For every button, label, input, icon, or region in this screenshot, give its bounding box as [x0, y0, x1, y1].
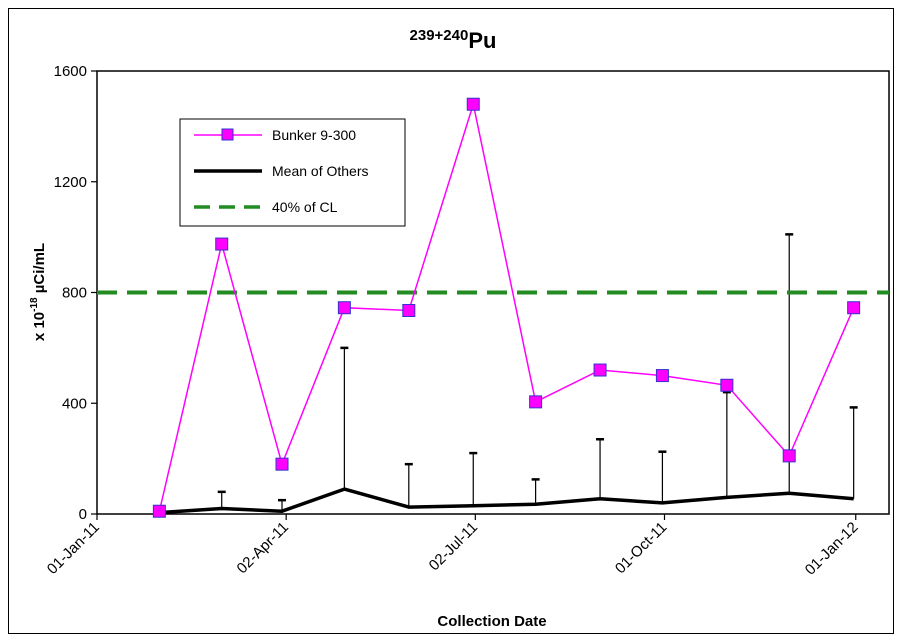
series-line-bunker-9-300 — [158, 101, 855, 512]
y-axis: 0 400 800 1200 1600 — [54, 63, 97, 523]
data-point-bunker-9-300 — [593, 363, 607, 377]
data-point-bunker-9-300 — [782, 449, 796, 463]
data-point-bunker-9-300 — [215, 237, 229, 251]
legend-marker-bunker — [221, 128, 234, 141]
y-axis-title: x 10-18 µCi/mL — [29, 243, 48, 341]
chart-title-main: Pu — [468, 28, 496, 53]
y-axis-title-exponent: -18 — [29, 297, 40, 312]
legend: Bunker 9-300 Mean of Others 40% of CL — [179, 118, 406, 227]
y-tick-label: 0 — [79, 506, 87, 523]
data-point-bunker-9-300 — [529, 395, 543, 409]
x-tick-label: 02-Jul-11 — [426, 519, 481, 574]
data-point-bunker-9-300 — [720, 378, 734, 392]
y-tick-label: 800 — [62, 285, 87, 302]
chart-title-superscript: 239+240 — [410, 27, 469, 44]
data-point-bunker-9-300 — [466, 97, 480, 111]
x-axis-title: Collection Date — [437, 613, 546, 630]
x-tick-label: 01-Jan-12 — [802, 519, 862, 579]
mean-line-group — [159, 487, 854, 515]
data-point-bunker-9-300 — [655, 369, 669, 383]
data-point-bunker-9-300 — [337, 301, 351, 315]
y-axis-title-prefix: x 10 — [31, 312, 48, 341]
data-point-bunker-9-300 — [152, 504, 166, 518]
chart-title: 239+240Pu — [410, 27, 497, 53]
series-line-mean-of-others — [159, 487, 854, 515]
y-tick-label: 1200 — [54, 174, 87, 191]
data-point-bunker-9-300 — [275, 457, 289, 471]
legend-label-bunker: Bunker 9-300 — [272, 127, 356, 143]
y-axis-title-unit: µCi/mL — [31, 243, 48, 297]
y-tick-label: 400 — [62, 395, 87, 412]
bunker-line-group — [152, 97, 861, 518]
x-tick-label: 01-Oct-11 — [612, 519, 670, 577]
x-axis: 01-Jan-11 02-Apr-11 02-Jul-11 01-Oct-11 01-J… — [44, 514, 862, 579]
x-tick-label: 01-Jan-11 — [44, 519, 103, 578]
x-tick-label: 02-Apr-11 — [234, 519, 292, 577]
data-point-bunker-9-300 — [402, 303, 416, 317]
legend-label-mean: Mean of Others — [272, 163, 369, 179]
data-point-bunker-9-300 — [847, 301, 861, 315]
y-tick-label: 1600 — [54, 63, 87, 80]
legend-label-reference: 40% of CL — [272, 199, 338, 215]
